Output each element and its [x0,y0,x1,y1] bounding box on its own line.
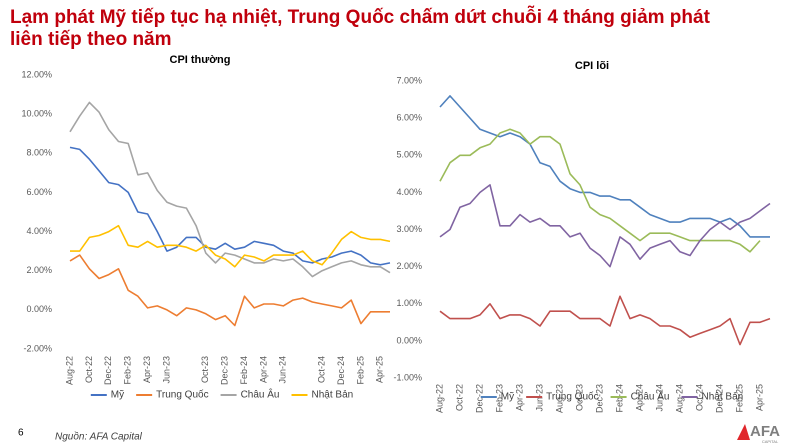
y-tick-label: 10.00% [21,109,52,119]
x-tick-label: Apr-24 [634,384,644,411]
series-line [70,224,391,268]
legend-label: Mỹ [501,392,514,403]
x-tick-label: Apr-24 [258,356,268,383]
y-tick-label: 2.00% [396,261,422,271]
logo-sub: CAPITAL [762,439,779,444]
legend-label: Nhật Bản [702,392,744,403]
y-tick-label: -1.00% [393,372,422,382]
x-tick-label: Oct-23 [200,356,210,383]
x-tick-label: Feb-24 [614,384,624,413]
x-tick-label: Apr-23 [514,384,524,411]
x-tick-label: Feb-25 [355,356,365,385]
x-tick-label: Jun-23 [161,356,171,384]
logo-mark [737,424,750,440]
series-line [69,146,391,266]
x-tick-label: Apr-25 [375,356,385,383]
legend-label: Trung Quốc [546,391,598,403]
source: Nguồn: AFA Capital [55,431,143,443]
series-line [439,128,761,253]
y-tick-label: 4.00% [26,226,52,236]
x-tick-label: Feb-23 [123,356,133,385]
series-line [439,184,771,268]
x-tick-label: Jun-24 [278,356,288,384]
y-tick-label: 0.00% [26,304,52,314]
y-tick-label: 0.00% [396,335,422,345]
legend-label: Châu Âu [241,388,280,401]
legend-label: Nhật Bản [312,390,354,401]
x-tick-label: Apr-25 [754,384,764,411]
y-tick-label: 5.00% [396,150,422,160]
legend-label: Châu Âu [631,390,670,403]
x-tick-label: Dec-24 [714,384,724,413]
y-tick-label: 6.00% [396,113,422,123]
y-tick-label: 4.00% [396,187,422,197]
y-tick-label: 7.00% [396,75,422,85]
x-tick-label: Oct-23 [574,384,584,411]
legend-label: Trung Quốc [156,389,208,401]
logo: AFA [750,423,780,440]
page-number: 6 [18,428,24,439]
x-tick-label: Aug-24 [674,384,684,413]
y-tick-label: 6.00% [26,187,52,197]
y-tick-label: 2.00% [26,265,52,275]
y-tick-label: 3.00% [396,224,422,234]
x-tick-label: Dec-22 [103,356,113,385]
series-line [69,101,391,278]
x-tick-label: Feb-23 [494,384,504,413]
legend-label: Mỹ [111,390,124,401]
x-tick-label: Feb-24 [239,356,249,385]
x-tick-label: Oct-22 [84,356,94,383]
legend: Mỹ Trung Quốc Châu Âu Nhật Bản [480,390,744,403]
y-tick-label: 8.00% [26,148,52,158]
y-tick-label: 1.00% [396,298,422,308]
title-line: liên tiếp theo năm [10,29,172,50]
chart-title: CPI thường [170,54,231,66]
legend: Mỹ Trung Quốc Châu Âu Nhật Bản [90,388,354,401]
x-tick-label: Aug-23 [554,384,564,413]
x-tick-label: Jun-24 [654,384,664,412]
chart-title: CPI lõi [575,60,609,72]
x-tick-label: Apr-23 [142,356,152,383]
x-tick-label: Oct-24 [316,356,326,383]
y-tick-label: 12.00% [21,69,52,79]
x-tick-label: Feb-25 [734,384,744,413]
y-tick-label: -2.00% [23,343,52,353]
series-line [439,295,771,346]
x-tick-label: Dec-24 [336,356,346,385]
x-tick-label: Aug-22 [434,384,444,413]
series-line [439,95,770,238]
x-tick-label: Dec-23 [594,384,604,413]
series-line [69,254,390,327]
x-tick-label: Aug-22 [64,356,74,385]
x-tick-label: Dec-22 [474,384,484,413]
x-tick-label: Oct-24 [694,384,704,411]
x-tick-label: Oct-22 [454,384,464,411]
title-line: Lạm phát Mỹ tiếp tục hạ nhiệt, Trung Quố… [10,6,711,28]
x-tick-label: Dec-23 [220,356,230,385]
